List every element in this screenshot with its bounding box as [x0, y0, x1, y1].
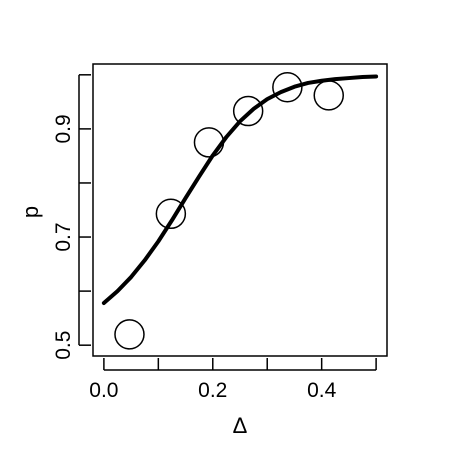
- x-tick-label: 0.2: [198, 379, 227, 402]
- x-tick-label: 0.0: [89, 379, 118, 402]
- data-point: [193, 127, 225, 158]
- data-point: [155, 198, 187, 230]
- y-axis-title: p: [18, 206, 43, 218]
- data-point: [313, 80, 344, 111]
- data-point: [232, 95, 264, 127]
- plot-frame: [92, 63, 388, 357]
- data-point: [114, 319, 145, 350]
- fitted-curve-line: [101, 74, 379, 306]
- data-point: [272, 72, 303, 103]
- y-tick-label: 0.9: [52, 114, 75, 143]
- axes-layer: 0.0 0.2 0.4 0.5 0.7 0.9: [52, 63, 388, 402]
- x-axis-title: Δ: [233, 413, 248, 438]
- points-layer: [114, 72, 344, 350]
- y-tick-label: 0.5: [52, 331, 75, 360]
- curve-layer: [101, 74, 379, 306]
- x-tick-label: 0.4: [307, 379, 337, 402]
- y-tick-label: 0.7: [52, 222, 75, 251]
